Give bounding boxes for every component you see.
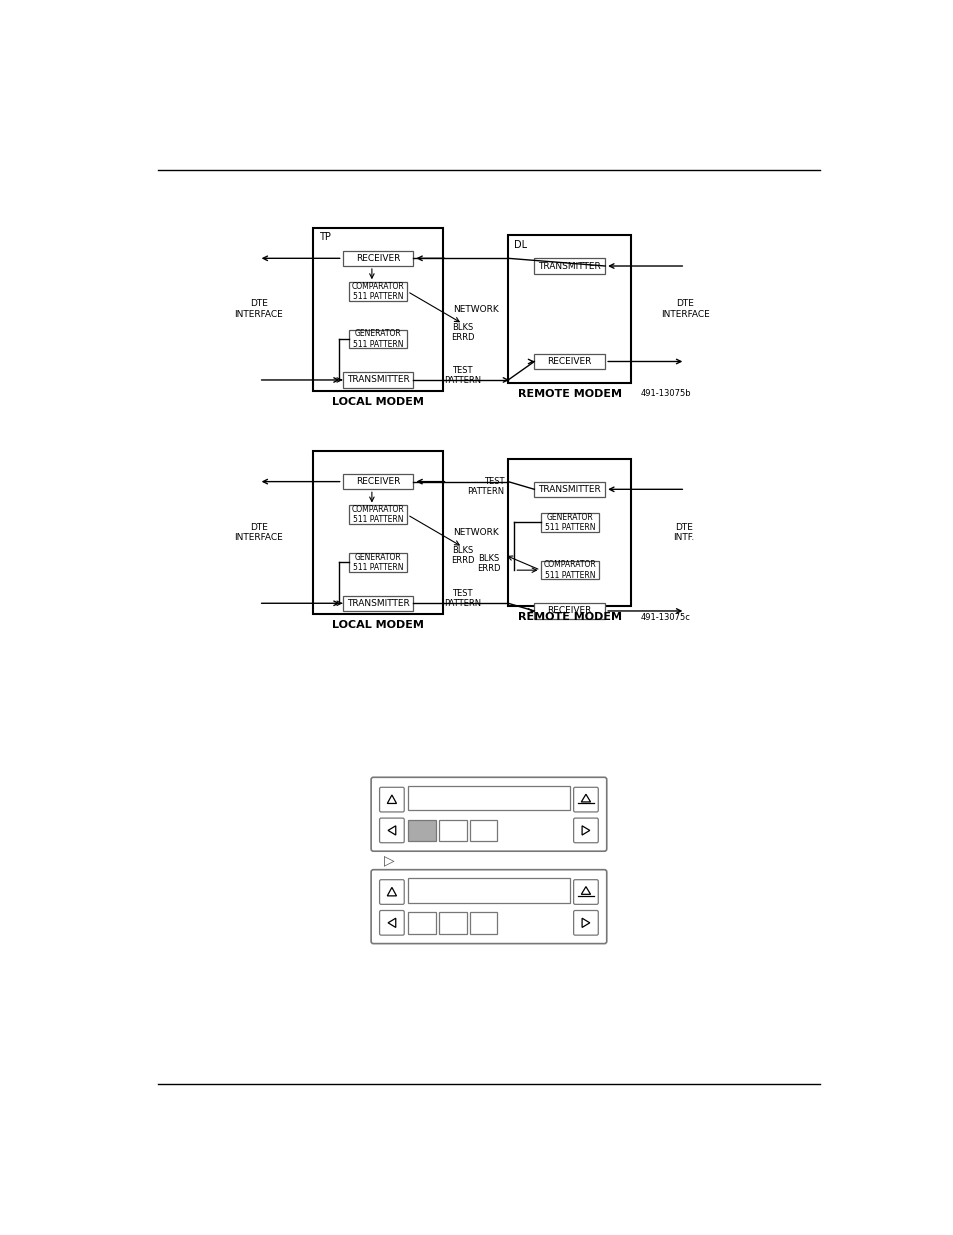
Text: LOCAL MODEM: LOCAL MODEM — [332, 396, 423, 406]
Text: 491-13075c: 491-13075c — [640, 613, 690, 621]
FancyBboxPatch shape — [469, 911, 497, 934]
FancyBboxPatch shape — [349, 553, 407, 572]
FancyBboxPatch shape — [313, 227, 443, 390]
FancyBboxPatch shape — [349, 282, 407, 300]
Text: TRANSMITTER: TRANSMITTER — [346, 599, 409, 608]
Text: DTE
INTF.: DTE INTF. — [673, 522, 694, 542]
FancyBboxPatch shape — [508, 235, 631, 383]
Text: TRANSMITTER: TRANSMITTER — [537, 262, 600, 270]
Text: DTE
INTERFACE: DTE INTERFACE — [234, 522, 283, 542]
FancyBboxPatch shape — [342, 595, 413, 611]
FancyBboxPatch shape — [371, 777, 606, 851]
FancyBboxPatch shape — [573, 818, 598, 842]
FancyBboxPatch shape — [408, 878, 569, 903]
FancyBboxPatch shape — [371, 869, 606, 944]
Text: TP: TP — [318, 232, 331, 242]
Text: TEST
PATTERN: TEST PATTERN — [467, 477, 504, 496]
FancyBboxPatch shape — [534, 353, 604, 369]
Text: GENERATOR
511 PATTERN: GENERATOR 511 PATTERN — [353, 330, 403, 348]
Text: BLKS
ERRD: BLKS ERRD — [451, 322, 474, 342]
FancyBboxPatch shape — [408, 785, 569, 810]
FancyBboxPatch shape — [469, 820, 497, 841]
Text: DL: DL — [514, 240, 527, 249]
Text: DTE
INTERFACE: DTE INTERFACE — [660, 299, 709, 319]
FancyBboxPatch shape — [313, 451, 443, 614]
Text: BLKS
ERRD: BLKS ERRD — [451, 546, 474, 566]
Text: 491-13075b: 491-13075b — [640, 389, 691, 399]
FancyBboxPatch shape — [342, 251, 413, 266]
FancyBboxPatch shape — [349, 330, 407, 348]
Text: COMPARATOR
511 PATTERN: COMPARATOR 511 PATTERN — [543, 561, 596, 580]
FancyBboxPatch shape — [349, 505, 407, 524]
Text: NETWORK: NETWORK — [453, 527, 498, 537]
Text: RECEIVER: RECEIVER — [355, 254, 400, 263]
FancyBboxPatch shape — [379, 818, 404, 842]
Text: GENERATOR
511 PATTERN: GENERATOR 511 PATTERN — [353, 553, 403, 572]
FancyBboxPatch shape — [573, 787, 598, 811]
Text: DTE
INTERFACE: DTE INTERFACE — [234, 299, 283, 319]
FancyBboxPatch shape — [508, 458, 631, 606]
Text: TRANSMITTER: TRANSMITTER — [537, 485, 600, 494]
FancyBboxPatch shape — [540, 514, 598, 531]
FancyBboxPatch shape — [379, 879, 404, 904]
Text: TEST
PATTERN: TEST PATTERN — [444, 366, 481, 385]
FancyBboxPatch shape — [438, 820, 466, 841]
FancyBboxPatch shape — [342, 372, 413, 388]
Text: BLKS
ERRD: BLKS ERRD — [476, 553, 500, 573]
Text: GENERATOR
511 PATTERN: GENERATOR 511 PATTERN — [544, 513, 595, 532]
FancyBboxPatch shape — [573, 879, 598, 904]
Text: ▷: ▷ — [383, 853, 394, 867]
FancyBboxPatch shape — [342, 474, 413, 489]
Text: REMOTE MODEM: REMOTE MODEM — [517, 613, 621, 622]
FancyBboxPatch shape — [379, 787, 404, 811]
Text: LOCAL MODEM: LOCAL MODEM — [332, 620, 423, 630]
Text: RECEIVER: RECEIVER — [547, 357, 592, 366]
Text: TRANSMITTER: TRANSMITTER — [346, 375, 409, 384]
Text: NETWORK: NETWORK — [453, 305, 498, 314]
FancyBboxPatch shape — [534, 482, 604, 496]
Text: REMOTE MODEM: REMOTE MODEM — [517, 389, 621, 399]
FancyBboxPatch shape — [408, 820, 436, 841]
Text: RECEIVER: RECEIVER — [355, 477, 400, 487]
FancyBboxPatch shape — [534, 603, 604, 619]
Text: TEST
PATTERN: TEST PATTERN — [444, 589, 481, 609]
Text: COMPARATOR
511 PATTERN: COMPARATOR 511 PATTERN — [352, 282, 404, 301]
FancyBboxPatch shape — [438, 911, 466, 934]
Text: RECEIVER: RECEIVER — [547, 606, 592, 615]
FancyBboxPatch shape — [540, 561, 598, 579]
FancyBboxPatch shape — [408, 911, 436, 934]
Text: COMPARATOR
511 PATTERN: COMPARATOR 511 PATTERN — [352, 505, 404, 525]
FancyBboxPatch shape — [573, 910, 598, 935]
FancyBboxPatch shape — [379, 910, 404, 935]
FancyBboxPatch shape — [534, 258, 604, 274]
